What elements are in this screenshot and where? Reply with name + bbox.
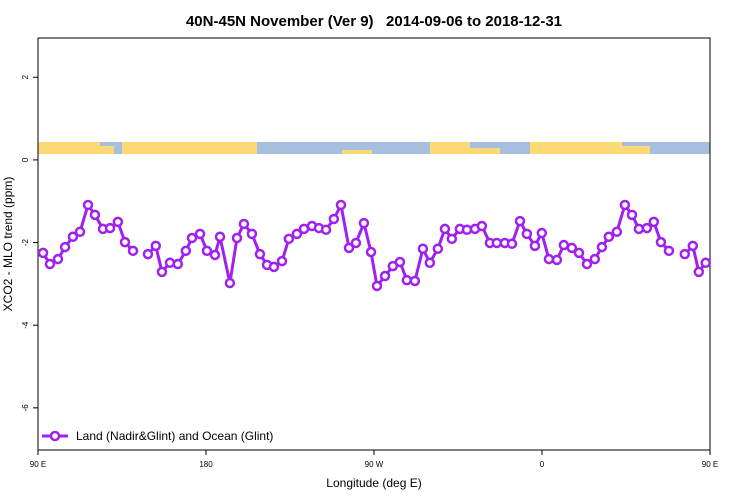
data-point xyxy=(543,253,555,265)
data-point xyxy=(172,258,184,270)
data-point xyxy=(268,261,280,273)
x-tick-label: 180 xyxy=(199,460,213,469)
series-line xyxy=(146,200,671,290)
x-tick-label: 90 E xyxy=(702,460,718,469)
x-axis-label: Longitude (deg E) xyxy=(326,476,421,490)
data-point xyxy=(238,218,250,230)
data-point xyxy=(581,258,593,270)
data-point xyxy=(700,257,711,269)
data-point xyxy=(358,217,370,229)
data-point xyxy=(112,216,124,228)
data-point xyxy=(626,209,638,221)
data-point xyxy=(320,224,332,235)
data-point xyxy=(566,242,578,254)
data-point xyxy=(350,237,362,249)
data-point xyxy=(514,215,526,227)
data-point xyxy=(446,233,458,245)
data-point xyxy=(648,216,660,228)
y-tick-label: -4 xyxy=(21,321,30,329)
data-point xyxy=(52,253,64,265)
data-point xyxy=(150,240,162,252)
data-point xyxy=(104,222,116,234)
data-point xyxy=(687,240,699,252)
data-point xyxy=(476,220,488,232)
data-point xyxy=(663,245,675,257)
data-point xyxy=(633,223,645,235)
data-point xyxy=(156,266,168,278)
data-point xyxy=(401,274,413,286)
data-point xyxy=(693,266,705,278)
data-point xyxy=(506,238,518,250)
y-tick-label: 2 xyxy=(21,74,30,79)
series-line xyxy=(683,242,707,276)
data-point xyxy=(655,236,667,248)
data-point xyxy=(127,245,139,257)
data-point xyxy=(432,243,444,255)
land-ocean-strip xyxy=(38,142,710,154)
data-point xyxy=(180,245,192,257)
data-point xyxy=(283,233,295,245)
x-tick-label: 0 xyxy=(540,460,545,469)
data-point xyxy=(365,246,377,258)
data-point xyxy=(328,213,340,225)
x-tick-label: 90 W xyxy=(365,460,384,469)
data-point xyxy=(603,231,615,243)
data-point xyxy=(461,224,473,235)
data-point xyxy=(619,199,631,211)
data-point xyxy=(59,241,71,253)
data-point xyxy=(89,209,101,221)
data-point xyxy=(409,275,421,287)
data-point xyxy=(224,277,236,289)
data-point xyxy=(209,249,221,261)
plot-frame xyxy=(37,37,711,451)
data-point xyxy=(529,240,541,252)
data-point xyxy=(201,245,213,257)
data-point xyxy=(589,253,601,265)
data-point xyxy=(142,248,154,260)
data-point xyxy=(37,247,49,259)
data-point xyxy=(611,226,623,238)
data-point xyxy=(74,226,86,238)
data-point xyxy=(82,199,94,211)
y-tick-label: -2 xyxy=(21,238,30,246)
data-point xyxy=(276,255,288,267)
data-point xyxy=(371,280,383,292)
legend-label: Land (Nadir&Glint) and Ocean (Glint) xyxy=(76,429,273,443)
data-point xyxy=(291,228,303,240)
data-point xyxy=(246,228,258,240)
data-point xyxy=(439,223,451,235)
data-point xyxy=(194,228,206,240)
data-point xyxy=(214,231,226,243)
data-point xyxy=(679,248,691,260)
data-point xyxy=(424,257,436,269)
data-point xyxy=(596,241,608,253)
legend-marker xyxy=(49,430,61,442)
data-point xyxy=(67,231,79,243)
data-point xyxy=(551,254,563,266)
data-point xyxy=(417,243,429,255)
data-point xyxy=(394,256,406,268)
data-point xyxy=(343,242,355,254)
data-point xyxy=(379,270,391,282)
y-axis-label: XCO2 - MLO trend (ppm) xyxy=(1,177,15,312)
y-tick-label: -6 xyxy=(21,404,30,412)
chart-title: 40N-45N November (Ver 9) 2014-09-06 to 2… xyxy=(186,13,562,30)
data-point xyxy=(231,232,243,244)
data-point xyxy=(573,247,585,259)
y-tick-label: 0 xyxy=(21,157,30,162)
data-point xyxy=(254,248,266,260)
data-point xyxy=(44,258,56,270)
data-point xyxy=(335,199,347,211)
x-tick-label: 90 E xyxy=(30,460,46,469)
data-point xyxy=(536,227,548,239)
data-point xyxy=(119,236,131,248)
data-point xyxy=(521,228,533,240)
data-point xyxy=(186,232,198,244)
data-point xyxy=(641,222,653,234)
